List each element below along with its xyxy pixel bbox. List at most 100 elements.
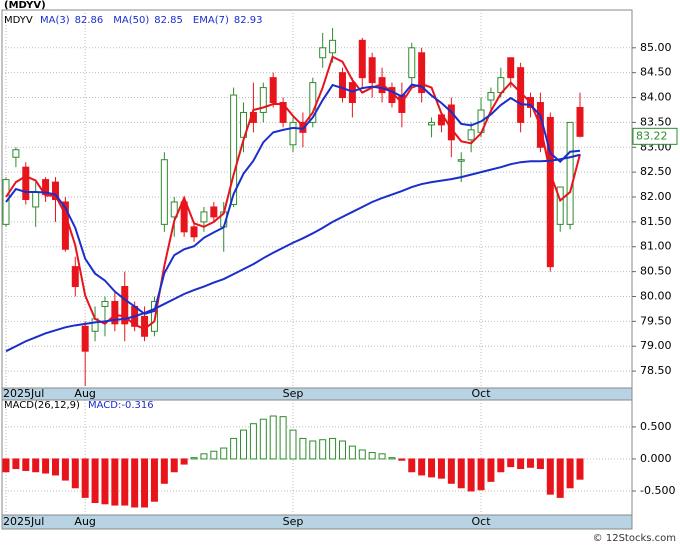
legend-value: 82.86 (75, 15, 104, 26)
macd-bar (527, 458, 535, 468)
macd-bar (210, 450, 218, 460)
candle-body (22, 166, 30, 200)
y-tick-label: 0.000 (640, 452, 672, 465)
macd-bar (12, 458, 20, 470)
candle-body (51, 181, 59, 200)
macd-bar (546, 458, 554, 495)
macd-bar (428, 458, 436, 478)
candle-body (200, 211, 208, 223)
macd-bar (2, 458, 10, 473)
legend-value: 82.85 (154, 15, 183, 26)
y-tick-label: 78.50 (640, 364, 672, 377)
candle-body (566, 121, 574, 225)
candle-body (418, 52, 426, 94)
macd-bar (319, 439, 327, 460)
macd-legend: MACD:-0.316 (88, 400, 154, 411)
candle-body (81, 325, 89, 352)
y-tick-label: -0.500 (640, 484, 675, 497)
macd-bar (259, 418, 267, 460)
line-series (5, 83, 581, 315)
macd-bar (368, 452, 376, 460)
y-tick-label: 80.50 (640, 265, 672, 278)
candle-body (71, 266, 79, 288)
macd-bar (190, 457, 198, 460)
y-tick-label: 81.00 (640, 240, 672, 253)
y-tick-label: 80.00 (640, 289, 672, 302)
macd-bar (437, 458, 445, 479)
macd-bar (170, 458, 178, 473)
macd-bar (230, 437, 238, 460)
macd-bar (348, 445, 356, 460)
y-tick-label: 79.00 (640, 339, 672, 352)
macd-bar (477, 458, 485, 491)
y-tick-label: 84.00 (640, 91, 672, 104)
macd-bar (457, 458, 465, 489)
y-tick-label: 0.500 (640, 420, 672, 433)
candle-body (487, 92, 495, 101)
y-tick-label: 82.00 (640, 190, 672, 203)
macd-bar (141, 458, 149, 508)
legend-symbol: MDYV (4, 15, 33, 26)
candle-body (338, 72, 346, 99)
candle-body (269, 77, 277, 104)
macd-bar (487, 458, 495, 482)
candle-body (279, 102, 287, 123)
x-tick-label: Oct (472, 387, 492, 400)
candle-body (507, 57, 515, 79)
candle-body (329, 39, 337, 54)
macd-bar (358, 449, 366, 460)
candle-body (408, 47, 416, 79)
candle-body (12, 149, 20, 158)
macd-bar (398, 458, 406, 461)
macd-bar (279, 416, 287, 460)
candle-body (170, 201, 178, 218)
date-band (1, 514, 633, 530)
candle-body (368, 57, 376, 84)
y-tick-label: 81.50 (640, 215, 672, 228)
macd-bar (566, 458, 574, 489)
macd-bar (91, 458, 99, 504)
macd-bar (269, 415, 277, 460)
macd-bar (408, 458, 416, 473)
candle-body (160, 159, 168, 225)
macd-bar (22, 458, 30, 471)
y-tick-label: 83.50 (640, 115, 672, 128)
macd-bar (160, 458, 168, 484)
macd-bar (517, 458, 525, 470)
candle-body (319, 47, 327, 59)
macd-bar (71, 458, 79, 489)
candle-body (576, 106, 584, 137)
y-tick-label: 82.50 (640, 165, 672, 178)
macd-bar (447, 458, 455, 484)
macd-bar (338, 440, 346, 460)
x-tick-label: Aug (74, 515, 95, 528)
macd-bar (150, 458, 158, 502)
macd-title: MACD(26,12,9) (4, 400, 80, 411)
macd-bar (42, 458, 50, 474)
macd-bar (299, 437, 307, 460)
x-tick-label: Oct (472, 515, 492, 528)
macd-bar (131, 458, 139, 508)
macd-bar (200, 453, 208, 460)
macd-bar (111, 458, 119, 506)
macd-bar (467, 458, 475, 492)
macd-bar (329, 437, 337, 460)
x-tick-label: Aug (74, 387, 95, 400)
candle-body (358, 39, 366, 79)
x-tick-label: 2025Jul (3, 515, 44, 528)
candle-body (289, 121, 297, 146)
y-tick-label: 84.50 (640, 66, 672, 79)
macd-bar (289, 429, 297, 460)
candle-body (180, 201, 188, 233)
macd-bar (497, 458, 505, 473)
macd-bar (61, 458, 69, 481)
macd-bar (418, 458, 426, 476)
price-tag (632, 127, 678, 145)
macd-bar (309, 440, 317, 460)
macd-bar (180, 458, 188, 465)
candle-body (556, 186, 564, 225)
x-tick-label: 2025Jul (3, 387, 44, 400)
chart-title: (MDYV) (4, 0, 46, 11)
macd-bar (536, 458, 544, 470)
candle-body (121, 286, 129, 325)
